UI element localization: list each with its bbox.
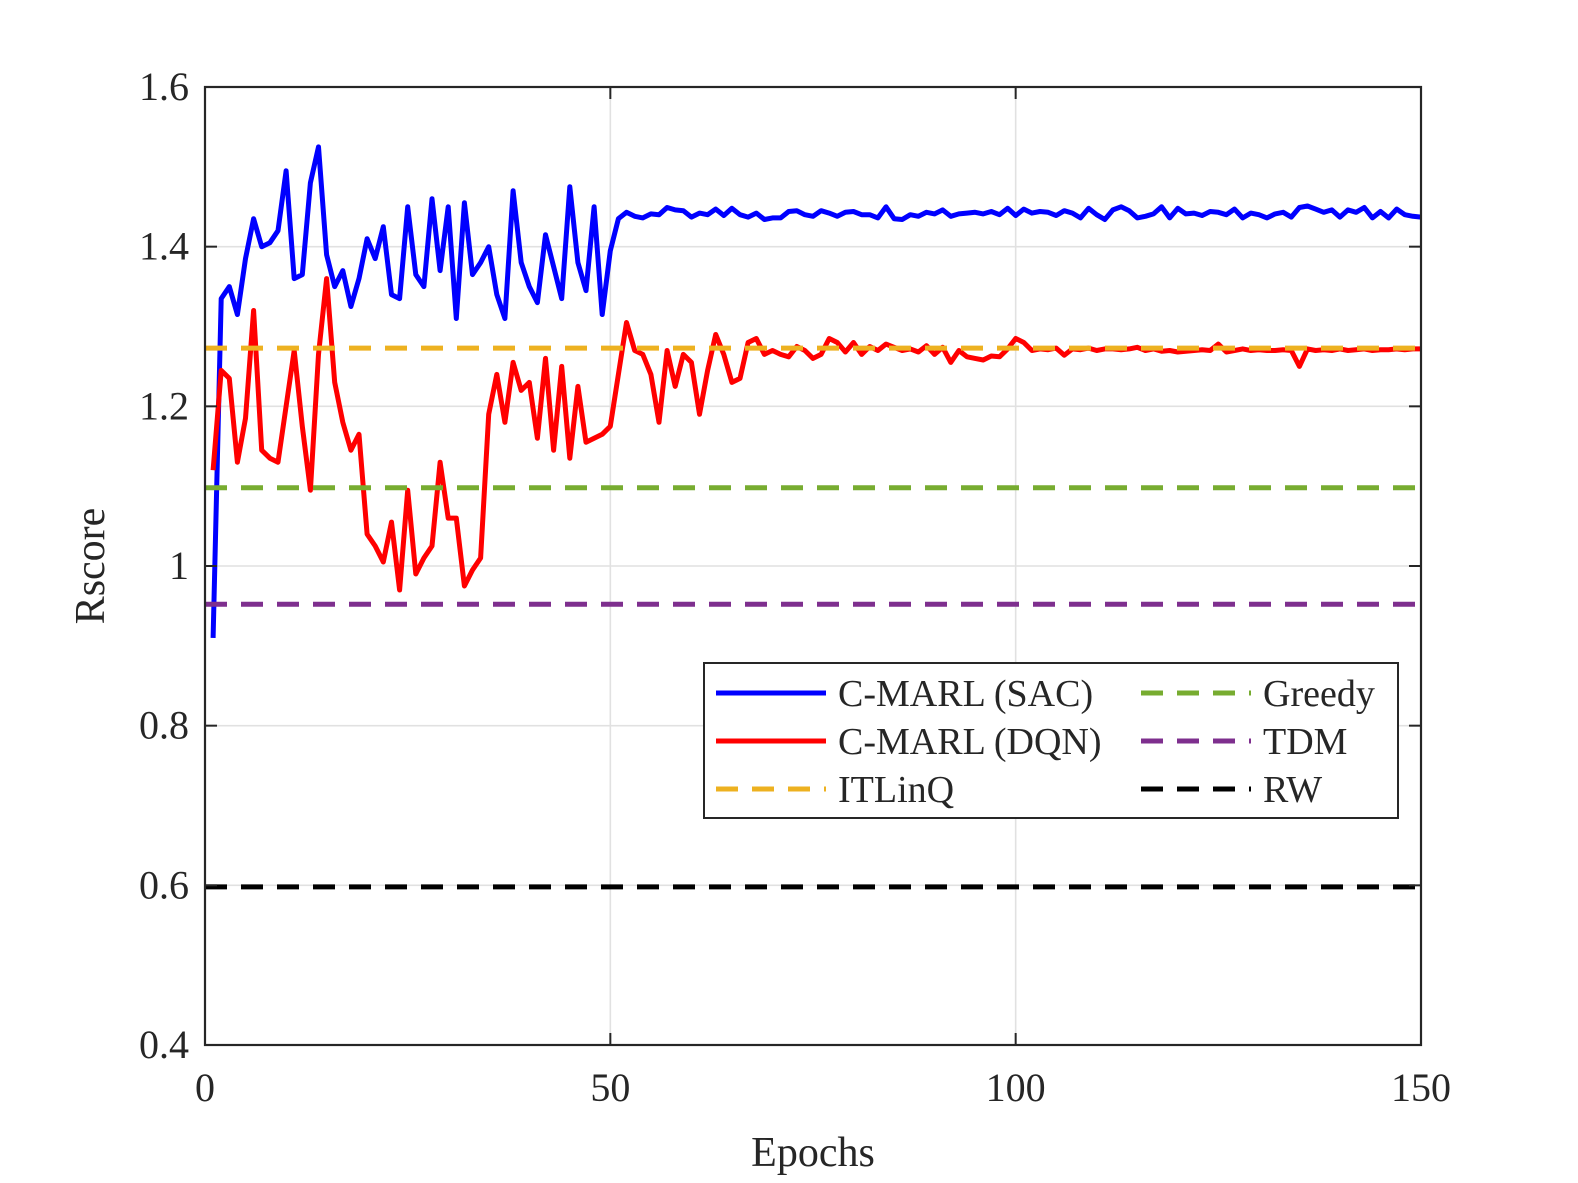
x-tick-label: 50 [590,1065,630,1110]
legend: C-MARL (SAC) C-MARL (DQN) ITLinQ Greedy TDM R… [703,662,1399,819]
legend-label-greedy: Greedy [1263,673,1375,715]
y-axis-title: Rscore [68,508,114,625]
legend-label-c-marl-dqn: C-MARL (DQN) [838,721,1102,763]
y-tick-label: 0.6 [139,862,189,907]
tick-labels: 0 50 100 150 0.4 0.6 0.8 1 1.2 1.4 1.6 [139,64,1451,1110]
x-tick-label: 150 [1391,1065,1451,1110]
y-tick-label: 0.4 [139,1022,189,1067]
series-line-c-marl-sac [210,144,1422,638]
legend-label-tdm: TDM [1263,721,1347,763]
x-tick-label: 0 [195,1065,215,1110]
x-tick-label: 100 [986,1065,1046,1110]
axis-ticks [204,86,1422,1046]
legend-label-itlinq: ITLinQ [838,769,954,811]
y-tick-label: 1.6 [139,64,189,109]
y-tick-label: 1.2 [139,383,189,428]
y-tick-label: 0.8 [139,703,189,748]
x-axis-title: Epochs [751,1130,875,1176]
y-tick-label: 1.4 [139,224,189,269]
legend-label-c-marl-sac: C-MARL (SAC) [838,673,1093,715]
series-line-c-marl-dqn [210,276,1421,593]
legend-label-rw: RW [1263,769,1322,811]
y-tick-label: 1 [169,543,189,588]
series-layer [205,144,1422,890]
